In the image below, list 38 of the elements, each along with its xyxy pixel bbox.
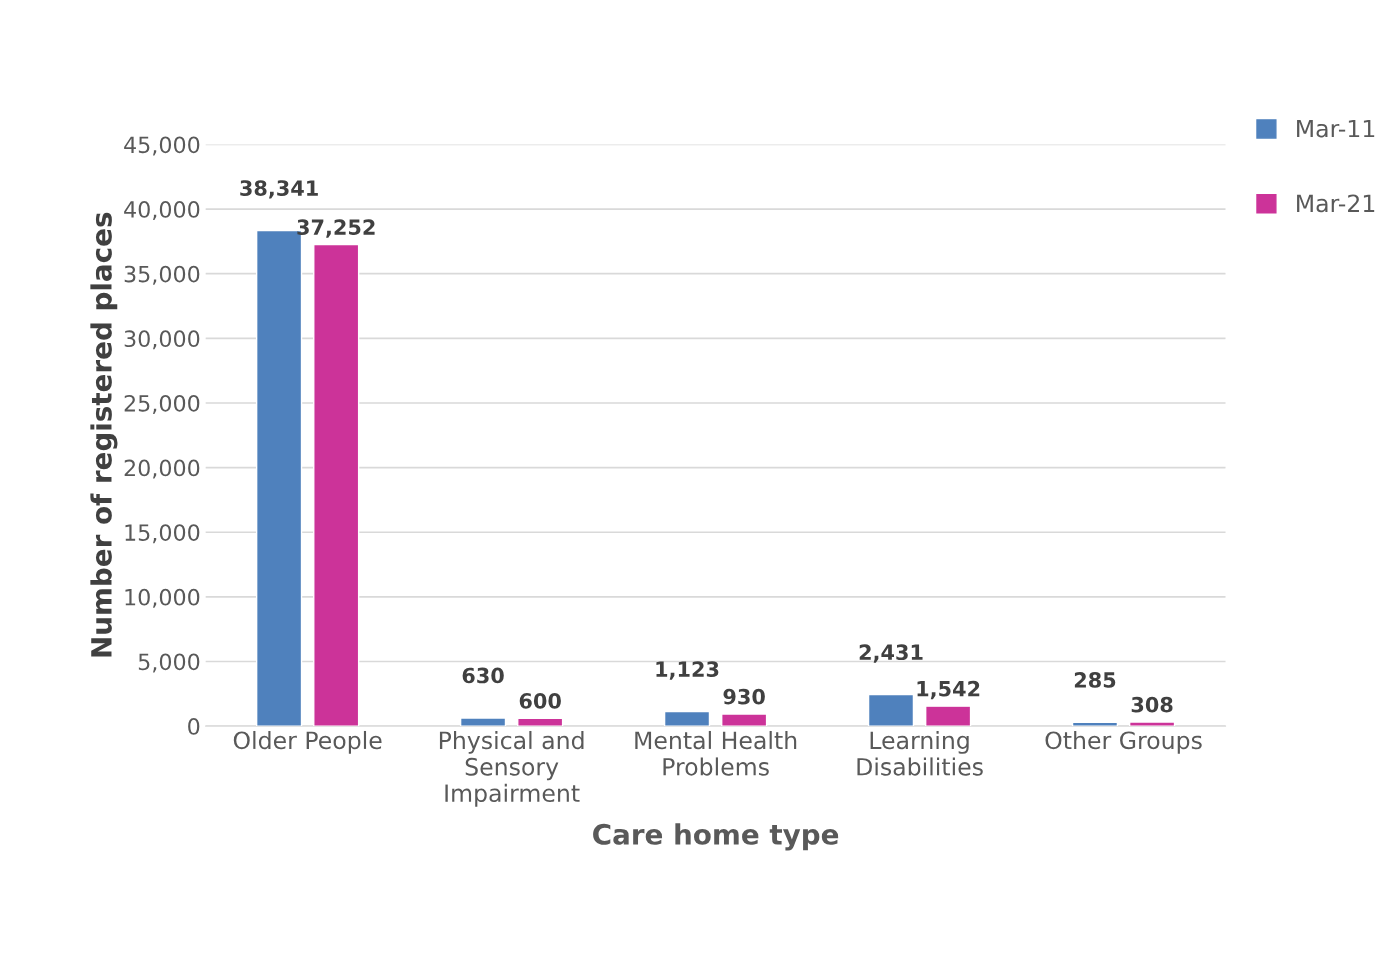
bar (663, 710, 711, 727)
data-label: 308 (1131, 696, 1173, 713)
x-axis-title: Care home type (593, 823, 839, 851)
data-label: 37,252 (297, 219, 375, 238)
data-label: 600 (519, 693, 561, 709)
data-label: 285 (1074, 672, 1116, 688)
data-label: 38,341 (240, 180, 318, 199)
bar (313, 243, 360, 727)
data-label: 630 (462, 667, 504, 684)
y-tick-label: 30,000 (124, 330, 200, 350)
bar (867, 693, 915, 727)
data-label: 1,123 (656, 661, 719, 680)
legend-label: Mar-21 (1297, 194, 1375, 213)
bar (721, 713, 768, 727)
x-tick-label: Mental Health Problems (635, 730, 797, 776)
y-tick-label: 5,000 (138, 653, 200, 673)
y-axis-title: Number of registered places (90, 212, 118, 657)
y-tick-label: 35,000 (124, 265, 200, 285)
x-tick-label: Learning Disabilities (857, 730, 983, 776)
x-tick-label: Other Groups (1045, 730, 1202, 754)
data-label: 2,431 (859, 644, 923, 663)
y-tick-label: 45,000 (124, 136, 200, 156)
y-tick-label: 15,000 (125, 524, 200, 544)
data-label: 1,542 (917, 680, 980, 700)
x-tick-label: Physical and Sensory Impairment (439, 730, 584, 807)
y-tick-label: 10,000 (125, 588, 200, 608)
bar (924, 705, 972, 727)
data-label: 930 (723, 688, 765, 705)
y-tick-label: 20,000 (124, 459, 200, 479)
bar (459, 717, 507, 727)
legend-label: Mar-11 (1297, 119, 1375, 138)
x-tick-label: Older People (233, 730, 382, 754)
bar (1071, 721, 1119, 727)
bar (517, 717, 564, 727)
bar (1128, 721, 1176, 727)
y-tick-label: 40,000 (124, 201, 200, 221)
y-tick-label: 25,000 (124, 394, 200, 414)
y-tick-label: 0 (188, 718, 200, 735)
